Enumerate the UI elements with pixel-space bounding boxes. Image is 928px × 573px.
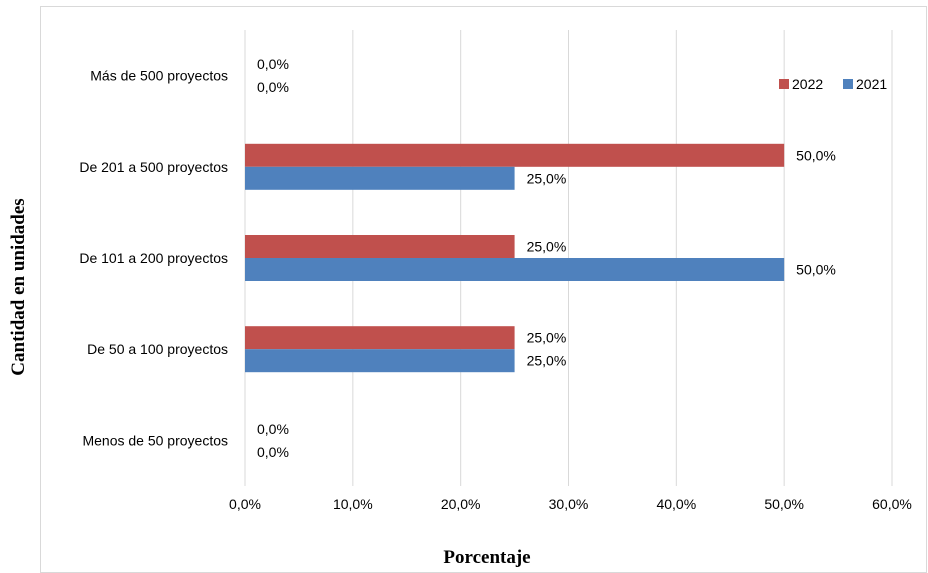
data-label-2022: 50,0%: [796, 147, 836, 163]
x-tick-label: 40,0%: [656, 496, 696, 512]
bar-2022: [245, 235, 515, 258]
category-label: Más de 500 proyectos: [90, 68, 228, 84]
bars: [245, 143, 785, 373]
legend: 2022 2021: [779, 76, 887, 92]
x-tick-label: 60,0%: [872, 496, 912, 512]
category-label: Menos de 50 proyectos: [82, 432, 228, 448]
data-label-2022: 0,0%: [257, 56, 289, 72]
x-axis-title: Porcentaje: [443, 547, 530, 568]
category-label: De 201 a 500 proyectos: [79, 159, 228, 175]
y-axis-title: Cantidad en unidades: [8, 198, 29, 375]
x-tick-label: 10,0%: [333, 496, 373, 512]
bar-2021: [245, 166, 515, 190]
category-label: De 101 a 200 proyectos: [79, 250, 228, 266]
bar-2022: [245, 143, 785, 167]
data-label-2021: 25,0%: [527, 170, 567, 186]
x-tick-label: 20,0%: [441, 496, 481, 512]
data-labels: 0,0% 0,0% 50,0% 25,0% 25,0% 50,0% 25,0% 25,0% 0,…: [257, 56, 836, 460]
data-label-2021: 0,0%: [257, 444, 289, 460]
bar-2021: [245, 349, 515, 373]
legend-label-2022: 2022: [792, 76, 823, 92]
data-label-2021: 50,0%: [796, 262, 836, 278]
bar-2022: [245, 326, 515, 350]
bar-2021: [245, 258, 785, 281]
data-label-2022: 25,0%: [527, 330, 567, 346]
data-label-2022: 0,0%: [257, 421, 289, 437]
category-label: De 50 a 100 proyectos: [87, 341, 228, 357]
x-tick-label: 50,0%: [764, 496, 804, 512]
data-label-2021: 25,0%: [527, 353, 567, 369]
category-labels: Más de 500 proyectos De 201 a 500 proyect…: [79, 68, 228, 449]
x-tick-labels: 0,0% 10,0% 20,0% 30,0% 40,0% 50,0% 60,0%: [229, 496, 912, 512]
legend-swatch-2021: [843, 79, 853, 89]
chart-border: [40, 6, 927, 573]
x-tick-label: 30,0%: [549, 496, 589, 512]
data-label-2022: 25,0%: [527, 239, 567, 255]
legend-label-2021: 2021: [856, 76, 887, 92]
data-label-2021: 0,0%: [257, 79, 289, 95]
legend-swatch-2022: [779, 79, 789, 89]
x-tick-label: 0,0%: [229, 496, 261, 512]
